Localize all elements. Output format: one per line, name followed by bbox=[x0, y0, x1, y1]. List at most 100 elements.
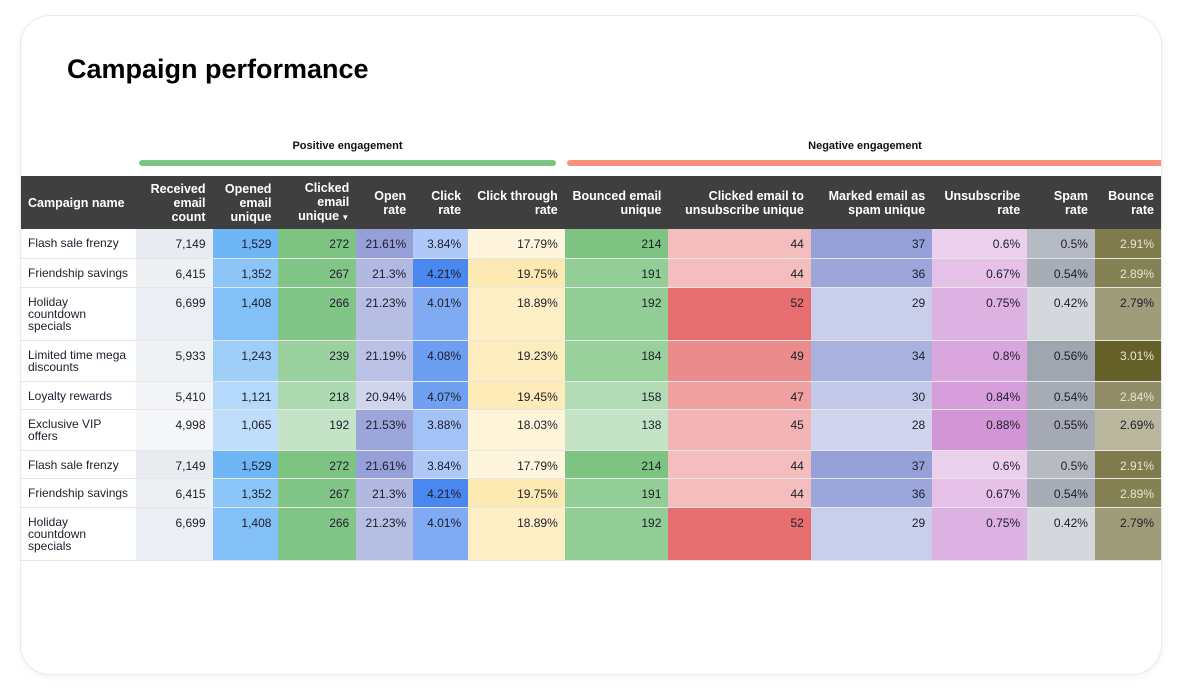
metric-cell: 0.84% bbox=[932, 381, 1028, 410]
metric-cell: 29 bbox=[810, 287, 933, 341]
metric-cell: 52 bbox=[668, 507, 811, 561]
column-header[interactable]: Clicked email unique ▼ bbox=[278, 176, 357, 229]
column-header[interactable]: Campaign name bbox=[21, 176, 136, 229]
metric-cell: 21.23% bbox=[356, 507, 414, 561]
table-row[interactable]: Flash sale frenzy 7,149 1,529 272 21.61% 3.84… bbox=[21, 229, 1161, 259]
metric-cell: 44 bbox=[668, 229, 811, 259]
metric-cell: 266 bbox=[278, 287, 357, 341]
metric-cell: 5,933 bbox=[135, 340, 213, 382]
metric-cell: 4.01% bbox=[413, 287, 469, 341]
table-row[interactable]: Loyalty rewards 5,410 1,121 218 20.94% 4.07% 1… bbox=[21, 381, 1161, 410]
metric-cell: 7,149 bbox=[135, 229, 213, 259]
metric-cell: 0.42% bbox=[1027, 287, 1095, 341]
table-row[interactable]: Holiday countdown specials 6,699 1,408 266 2… bbox=[21, 287, 1161, 341]
metric-cell: 3.84% bbox=[413, 229, 469, 259]
column-header-label: Click rate bbox=[431, 188, 462, 217]
campaign-name-cell: Friendship savings bbox=[21, 258, 136, 288]
column-header-label: Bounced email unique bbox=[572, 188, 662, 217]
column-header[interactable]: Click through rate bbox=[468, 176, 565, 229]
column-header[interactable]: Marked email as spam unique bbox=[810, 176, 933, 229]
metric-cell: 0.42% bbox=[1027, 507, 1095, 561]
table-row[interactable]: Exclusive VIP offers 4,998 1,065 192 21.53% 3… bbox=[21, 409, 1161, 451]
metric-cell: 0.5% bbox=[1027, 450, 1095, 479]
metric-cell: 49 bbox=[668, 340, 811, 382]
metric-cell: 21.23% bbox=[356, 287, 414, 341]
campaign-name-cell: Flash sale frenzy bbox=[21, 450, 136, 479]
table-row[interactable]: Friendship savings 6,415 1,352 267 21.3% 4.21… bbox=[21, 478, 1161, 508]
metric-cell: 47 bbox=[668, 381, 811, 410]
metric-cell: 6,415 bbox=[135, 478, 213, 508]
metric-cell: 272 bbox=[278, 450, 357, 479]
metric-cell: 0.67% bbox=[932, 258, 1028, 288]
column-header[interactable]: Click rate bbox=[413, 176, 469, 229]
table-row[interactable]: Friendship savings 6,415 1,352 267 21.3% 4.21… bbox=[21, 258, 1161, 288]
metric-cell: 272 bbox=[278, 229, 357, 259]
metric-cell: 20.94% bbox=[356, 381, 414, 410]
metric-cell: 218 bbox=[278, 381, 357, 410]
metric-cell: 28 bbox=[810, 409, 933, 451]
metric-cell: 0.54% bbox=[1027, 258, 1095, 288]
column-header-label: Open rate bbox=[374, 188, 407, 217]
metric-cell: 3.84% bbox=[413, 450, 469, 479]
metric-cell: 2.91% bbox=[1094, 450, 1161, 479]
column-header[interactable]: Bounce rate bbox=[1094, 176, 1161, 229]
sort-down-icon[interactable]: ▼ bbox=[339, 212, 350, 222]
column-header-label: Campaign name bbox=[28, 195, 125, 210]
column-header-label: Click through rate bbox=[477, 188, 558, 217]
column-header[interactable]: Received email count bbox=[135, 176, 213, 229]
metric-cell: 44 bbox=[668, 450, 811, 479]
column-header-label: Received email count bbox=[150, 181, 206, 224]
metric-cell: 6,699 bbox=[135, 287, 213, 341]
table-row[interactable]: Flash sale frenzy 7,149 1,529 272 21.61% 3.84… bbox=[21, 450, 1161, 479]
column-header-label: Opened email unique bbox=[224, 181, 272, 224]
metric-cell: 30 bbox=[810, 381, 933, 410]
metric-cell: 19.75% bbox=[468, 258, 565, 288]
column-header[interactable]: Bounced email unique bbox=[564, 176, 669, 229]
column-header[interactable]: Open rate bbox=[356, 176, 414, 229]
metric-cell: 3.01% bbox=[1094, 340, 1161, 382]
metric-cell: 18.03% bbox=[468, 409, 565, 451]
campaign-name-cell: Limited time mega discounts bbox=[21, 340, 136, 382]
table-row[interactable]: Holiday countdown specials 6,699 1,408 266 2… bbox=[21, 507, 1161, 561]
metric-cell: 19.75% bbox=[468, 478, 565, 508]
metric-cell: 2.89% bbox=[1094, 478, 1161, 508]
negative-engagement-label: Negative engagement bbox=[808, 140, 922, 152]
metric-cell: 45 bbox=[668, 409, 811, 451]
metric-cell: 5,410 bbox=[135, 381, 213, 410]
metric-cell: 158 bbox=[564, 381, 669, 410]
metric-cell: 2.79% bbox=[1094, 287, 1161, 341]
metric-cell: 2.84% bbox=[1094, 381, 1161, 410]
metric-cell: 0.6% bbox=[932, 450, 1028, 479]
metric-cell: 1,065 bbox=[212, 409, 279, 451]
metric-cell: 214 bbox=[564, 450, 669, 479]
metric-cell: 52 bbox=[668, 287, 811, 341]
metric-cell: 21.61% bbox=[356, 229, 414, 259]
metric-cell: 0.56% bbox=[1027, 340, 1095, 382]
metric-cell: 18.89% bbox=[468, 507, 565, 561]
column-header[interactable]: Clicked email to unsubscribe unique bbox=[668, 176, 811, 229]
metric-cell: 267 bbox=[278, 478, 357, 508]
negative-engagement-bar bbox=[567, 160, 1161, 166]
metric-cell: 266 bbox=[278, 507, 357, 561]
metric-cell: 19.45% bbox=[468, 381, 565, 410]
column-header[interactable]: Unsubscribe rate bbox=[932, 176, 1028, 229]
metric-cell: 3.88% bbox=[413, 409, 469, 451]
metric-cell: 0.88% bbox=[932, 409, 1028, 451]
metric-cell: 0.75% bbox=[932, 287, 1028, 341]
metric-cell: 1,352 bbox=[212, 258, 279, 288]
metric-cell: 2.91% bbox=[1094, 229, 1161, 259]
metric-cell: 34 bbox=[810, 340, 933, 382]
metric-cell: 44 bbox=[668, 478, 811, 508]
metric-cell: 36 bbox=[810, 478, 933, 508]
table-row[interactable]: Limited time mega discounts 5,933 1,243 239… bbox=[21, 340, 1161, 382]
metric-cell: 4.08% bbox=[413, 340, 469, 382]
column-header[interactable]: Spam rate bbox=[1027, 176, 1095, 229]
metric-cell: 184 bbox=[564, 340, 669, 382]
metric-cell: 0.54% bbox=[1027, 478, 1095, 508]
column-header[interactable]: Opened email unique bbox=[212, 176, 279, 229]
metric-cell: 6,415 bbox=[135, 258, 213, 288]
metric-cell: 0.6% bbox=[932, 229, 1028, 259]
metric-cell: 21.3% bbox=[356, 478, 414, 508]
column-header-label: Marked email as spam unique bbox=[828, 188, 926, 217]
metric-cell: 1,352 bbox=[212, 478, 279, 508]
